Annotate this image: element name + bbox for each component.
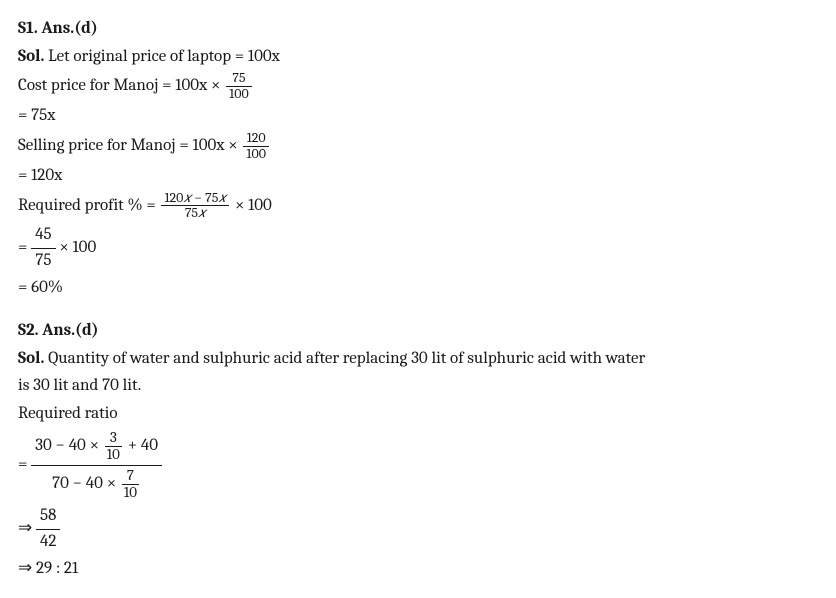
- s2-line2: Required ratio: [18, 401, 818, 427]
- fraction: 120 100: [243, 131, 269, 161]
- fraction: 3 10: [105, 430, 122, 463]
- s1-line7: = 45 75 × 100: [18, 223, 818, 273]
- s1-line8: = 60%: [18, 275, 818, 301]
- s2-frac-line: ⇒ 58 42: [18, 504, 818, 554]
- fraction: 75 100: [226, 71, 252, 101]
- s1-line5: = 120x: [18, 163, 818, 189]
- s1-line4: Selling price for Manoj = 100x × 120 100: [18, 131, 818, 161]
- s2-last-line: ⇒ 29 : 21: [18, 556, 818, 582]
- s1-line6: Required profit % = 120𝑥 − 75𝑥 75𝑥 × 100: [18, 191, 818, 221]
- s1-line3: = 75x: [18, 103, 818, 129]
- fraction: 7 10: [122, 468, 139, 501]
- s2-bigfrac: = 30 − 40 × 3 10 + 40 70 − 40 × 7 10: [18, 428, 818, 502]
- fraction: 30 − 40 × 3 10 + 40 70 − 40 × 7 10: [31, 428, 162, 502]
- fraction: 58 42: [36, 504, 60, 554]
- s1-line1: Sol. Let original price of laptop = 100x: [18, 44, 818, 70]
- s1-heading: S1. Ans.(d): [18, 16, 818, 42]
- s2-line1b: is 30 lit and 70 lit.: [18, 373, 818, 399]
- fraction: 120𝑥 − 75𝑥 75𝑥: [161, 191, 229, 221]
- s2-heading: S2. Ans.(d): [18, 318, 818, 344]
- s2-line1: Sol. Quantity of water and sulphuric aci…: [18, 346, 818, 372]
- fraction: 45 75: [31, 223, 55, 273]
- s1-line2: Cost price for Manoj = 100x × 75 100: [18, 71, 818, 101]
